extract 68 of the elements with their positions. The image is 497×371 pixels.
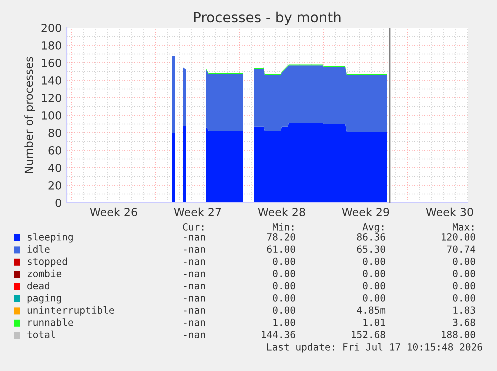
- text: 152.68: [352, 331, 386, 338]
- x-tick-label: Week 28: [258, 208, 306, 216]
- legend-label: runnable: [28, 318, 74, 326]
- x-tick-label: Week 26: [90, 208, 138, 216]
- text: -nan: [184, 272, 206, 278]
- text: -nan: [184, 260, 206, 266]
- text: Last update: Fri Jul 17 10:15:48 2026: [267, 343, 482, 353]
- y-tick-label: 60: [48, 146, 62, 155]
- text: 0.00: [273, 282, 296, 290]
- text: 188.00: [442, 331, 476, 338]
- legend-label: sleeping: [28, 233, 73, 243]
- text: 144.36: [262, 331, 296, 338]
- y-tick-label: 100: [42, 111, 62, 120]
- y-tick-label: 120: [42, 94, 62, 102]
- y-tick-label: 80: [48, 128, 62, 138]
- text: 1.83: [454, 306, 476, 314]
- text: -nan: [184, 247, 206, 254]
- text: 120.00: [442, 233, 476, 241]
- text: 0.00: [363, 270, 386, 278]
- y-axis-title: Number of processes: [24, 57, 36, 174]
- text: 78.20: [267, 233, 296, 241]
- text: -nan: [184, 308, 206, 314]
- text: Cur:: [183, 223, 204, 231]
- text: 0.00: [453, 270, 476, 278]
- text: 0.00: [273, 306, 296, 314]
- text: 1.00: [274, 318, 296, 326]
- text: Avg:: [362, 224, 384, 233]
- x-tick-label: Week 30: [426, 208, 474, 216]
- y-tick-label: 140: [42, 76, 62, 85]
- y-tick-label: 200: [42, 24, 62, 32]
- y-tick-label: 0: [56, 198, 62, 208]
- text: 3.68: [453, 318, 476, 326]
- text: 0.00: [363, 294, 386, 302]
- text: 0.00: [453, 282, 476, 290]
- x-tick-label: Week 27: [174, 208, 222, 216]
- x-tick-label: Week 29: [342, 208, 390, 216]
- text: -nan: [184, 296, 206, 302]
- text: -nan: [184, 332, 206, 338]
- text: -nan: [184, 284, 206, 290]
- y-tick-label: 20: [48, 181, 62, 190]
- y-tick-label: 180: [42, 41, 62, 50]
- text: 0.00: [273, 270, 296, 278]
- legend-label: uninterruptible: [28, 306, 114, 316]
- text: 0.00: [273, 294, 296, 302]
- legend-label: total: [28, 330, 56, 338]
- y-tick-label: 160: [42, 58, 62, 68]
- legend-label: zombie: [28, 270, 62, 278]
- text: 0.00: [273, 258, 296, 266]
- text: Min:: [272, 223, 294, 231]
- legend-label: idle: [28, 245, 50, 254]
- text: 86.36: [357, 233, 386, 241]
- text: Max:: [452, 224, 474, 231]
- y-tick-label: 40: [48, 164, 62, 172]
- chart-title: Processes - by month: [194, 12, 341, 26]
- text: -nan: [184, 320, 206, 326]
- text: 61.00: [267, 246, 296, 254]
- text: 0.00: [453, 294, 476, 302]
- text: 70.74: [447, 246, 476, 254]
- text: 0.00: [363, 258, 386, 266]
- text: 0.00: [363, 282, 386, 290]
- text: -nan: [184, 235, 206, 241]
- text: 65.30: [357, 246, 386, 254]
- legend-label: stopped: [28, 258, 68, 268]
- text: 1.01: [364, 318, 386, 326]
- text: 4.85m: [357, 306, 386, 314]
- text: 0.00: [453, 258, 476, 266]
- legend-label: dead: [28, 282, 50, 290]
- legend-label: paging: [28, 294, 62, 304]
